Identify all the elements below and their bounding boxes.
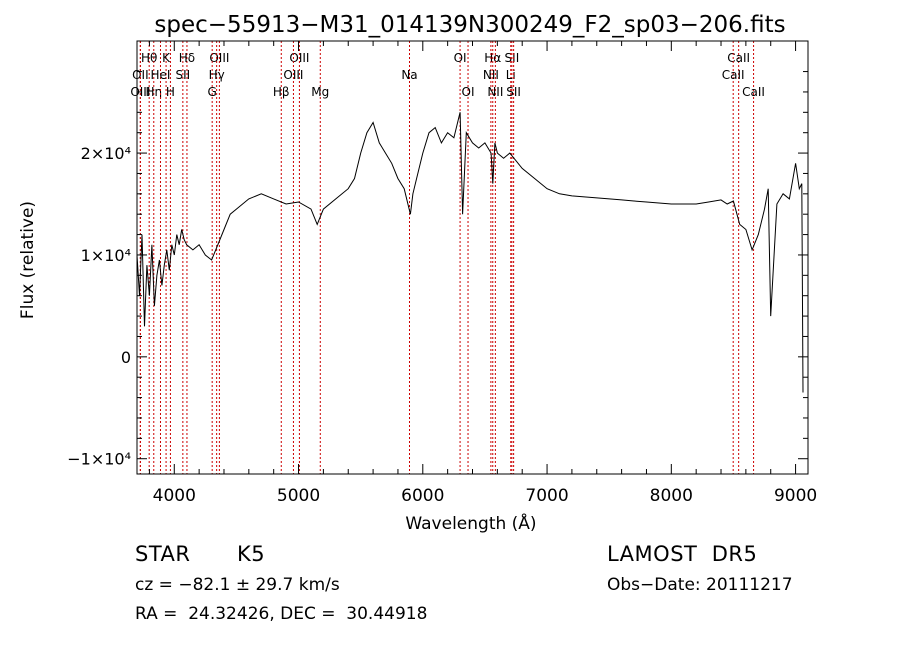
line-marker-label: Na [401, 68, 417, 82]
x-tick-label: 6000 [401, 486, 444, 506]
line-marker-label: Hα [484, 51, 501, 65]
object-subclass: K5 [237, 542, 266, 566]
y-tick-label: 0 [121, 348, 131, 367]
x-tick-label: 8000 [650, 486, 693, 506]
x-tick-label: 7000 [525, 486, 568, 506]
observation-date: Obs−Date: 20111217 [607, 575, 793, 595]
x-axis-label: Wavelength (Å) [405, 512, 536, 534]
line-marker-label: SII [176, 68, 191, 82]
line-marker-label: NII [487, 85, 503, 99]
line-marker-label: OI [454, 51, 467, 65]
line-marker-label: OIII [209, 51, 229, 65]
survey-name: LAMOST DR5 [607, 542, 758, 566]
line-marker-label: HeI [151, 68, 171, 82]
y-axis-label: Flux (relative) [18, 201, 38, 319]
line-marker-label: Hβ [273, 85, 290, 99]
x-axis: 4000 5000 6000 7000 8000 9000 [148, 41, 817, 506]
line-marker-label: Hθ [141, 51, 157, 65]
line-marker-label: Hδ [179, 51, 195, 65]
line-marker-label: SII [505, 51, 520, 65]
line-marker-label: K [162, 51, 171, 65]
line-marker-label: Mg [311, 85, 329, 99]
line-marker-label: OIII [289, 51, 309, 65]
line-marker-label: CaII [722, 68, 745, 82]
coordinates: RA = 24.32426, DEC = 30.44918 [135, 604, 428, 624]
redshift-velocity: cz = −82.1 ± 29.7 km/s [135, 575, 340, 595]
line-marker-label: SII [506, 85, 521, 99]
spectrum-line [136, 112, 804, 393]
line-marker-label: Hγ [209, 68, 225, 82]
line-marker-label: OIII [283, 68, 303, 82]
line-marker-label: OI [462, 85, 475, 99]
line-marker-label: Li [506, 68, 516, 82]
line-marker-label: H [166, 85, 175, 99]
line-marker-label: G [208, 85, 217, 99]
x-tick-label: 4000 [153, 486, 196, 506]
y-tick-label: 1×10⁴ [81, 246, 131, 265]
x-tick-label: 5000 [277, 486, 320, 506]
x-tick-label: 9000 [774, 486, 817, 506]
line-marker-label: CaII [727, 51, 750, 65]
line-marker-label: CaII [742, 85, 765, 99]
y-tick-label: 2×10⁴ [81, 144, 131, 163]
y-axis: −1×10⁴ 0 1×10⁴ 2×10⁴ [67, 71, 808, 469]
object-class: STAR [135, 542, 191, 566]
y-tick-label: −1×10⁴ [67, 450, 131, 469]
plot-frame [136, 40, 809, 475]
chart-title: spec−55913−M31_014139N300249_F2_sp03−206… [154, 12, 785, 38]
line-marker-label: Hη [145, 85, 162, 99]
line-marker-label: NII [483, 68, 499, 82]
